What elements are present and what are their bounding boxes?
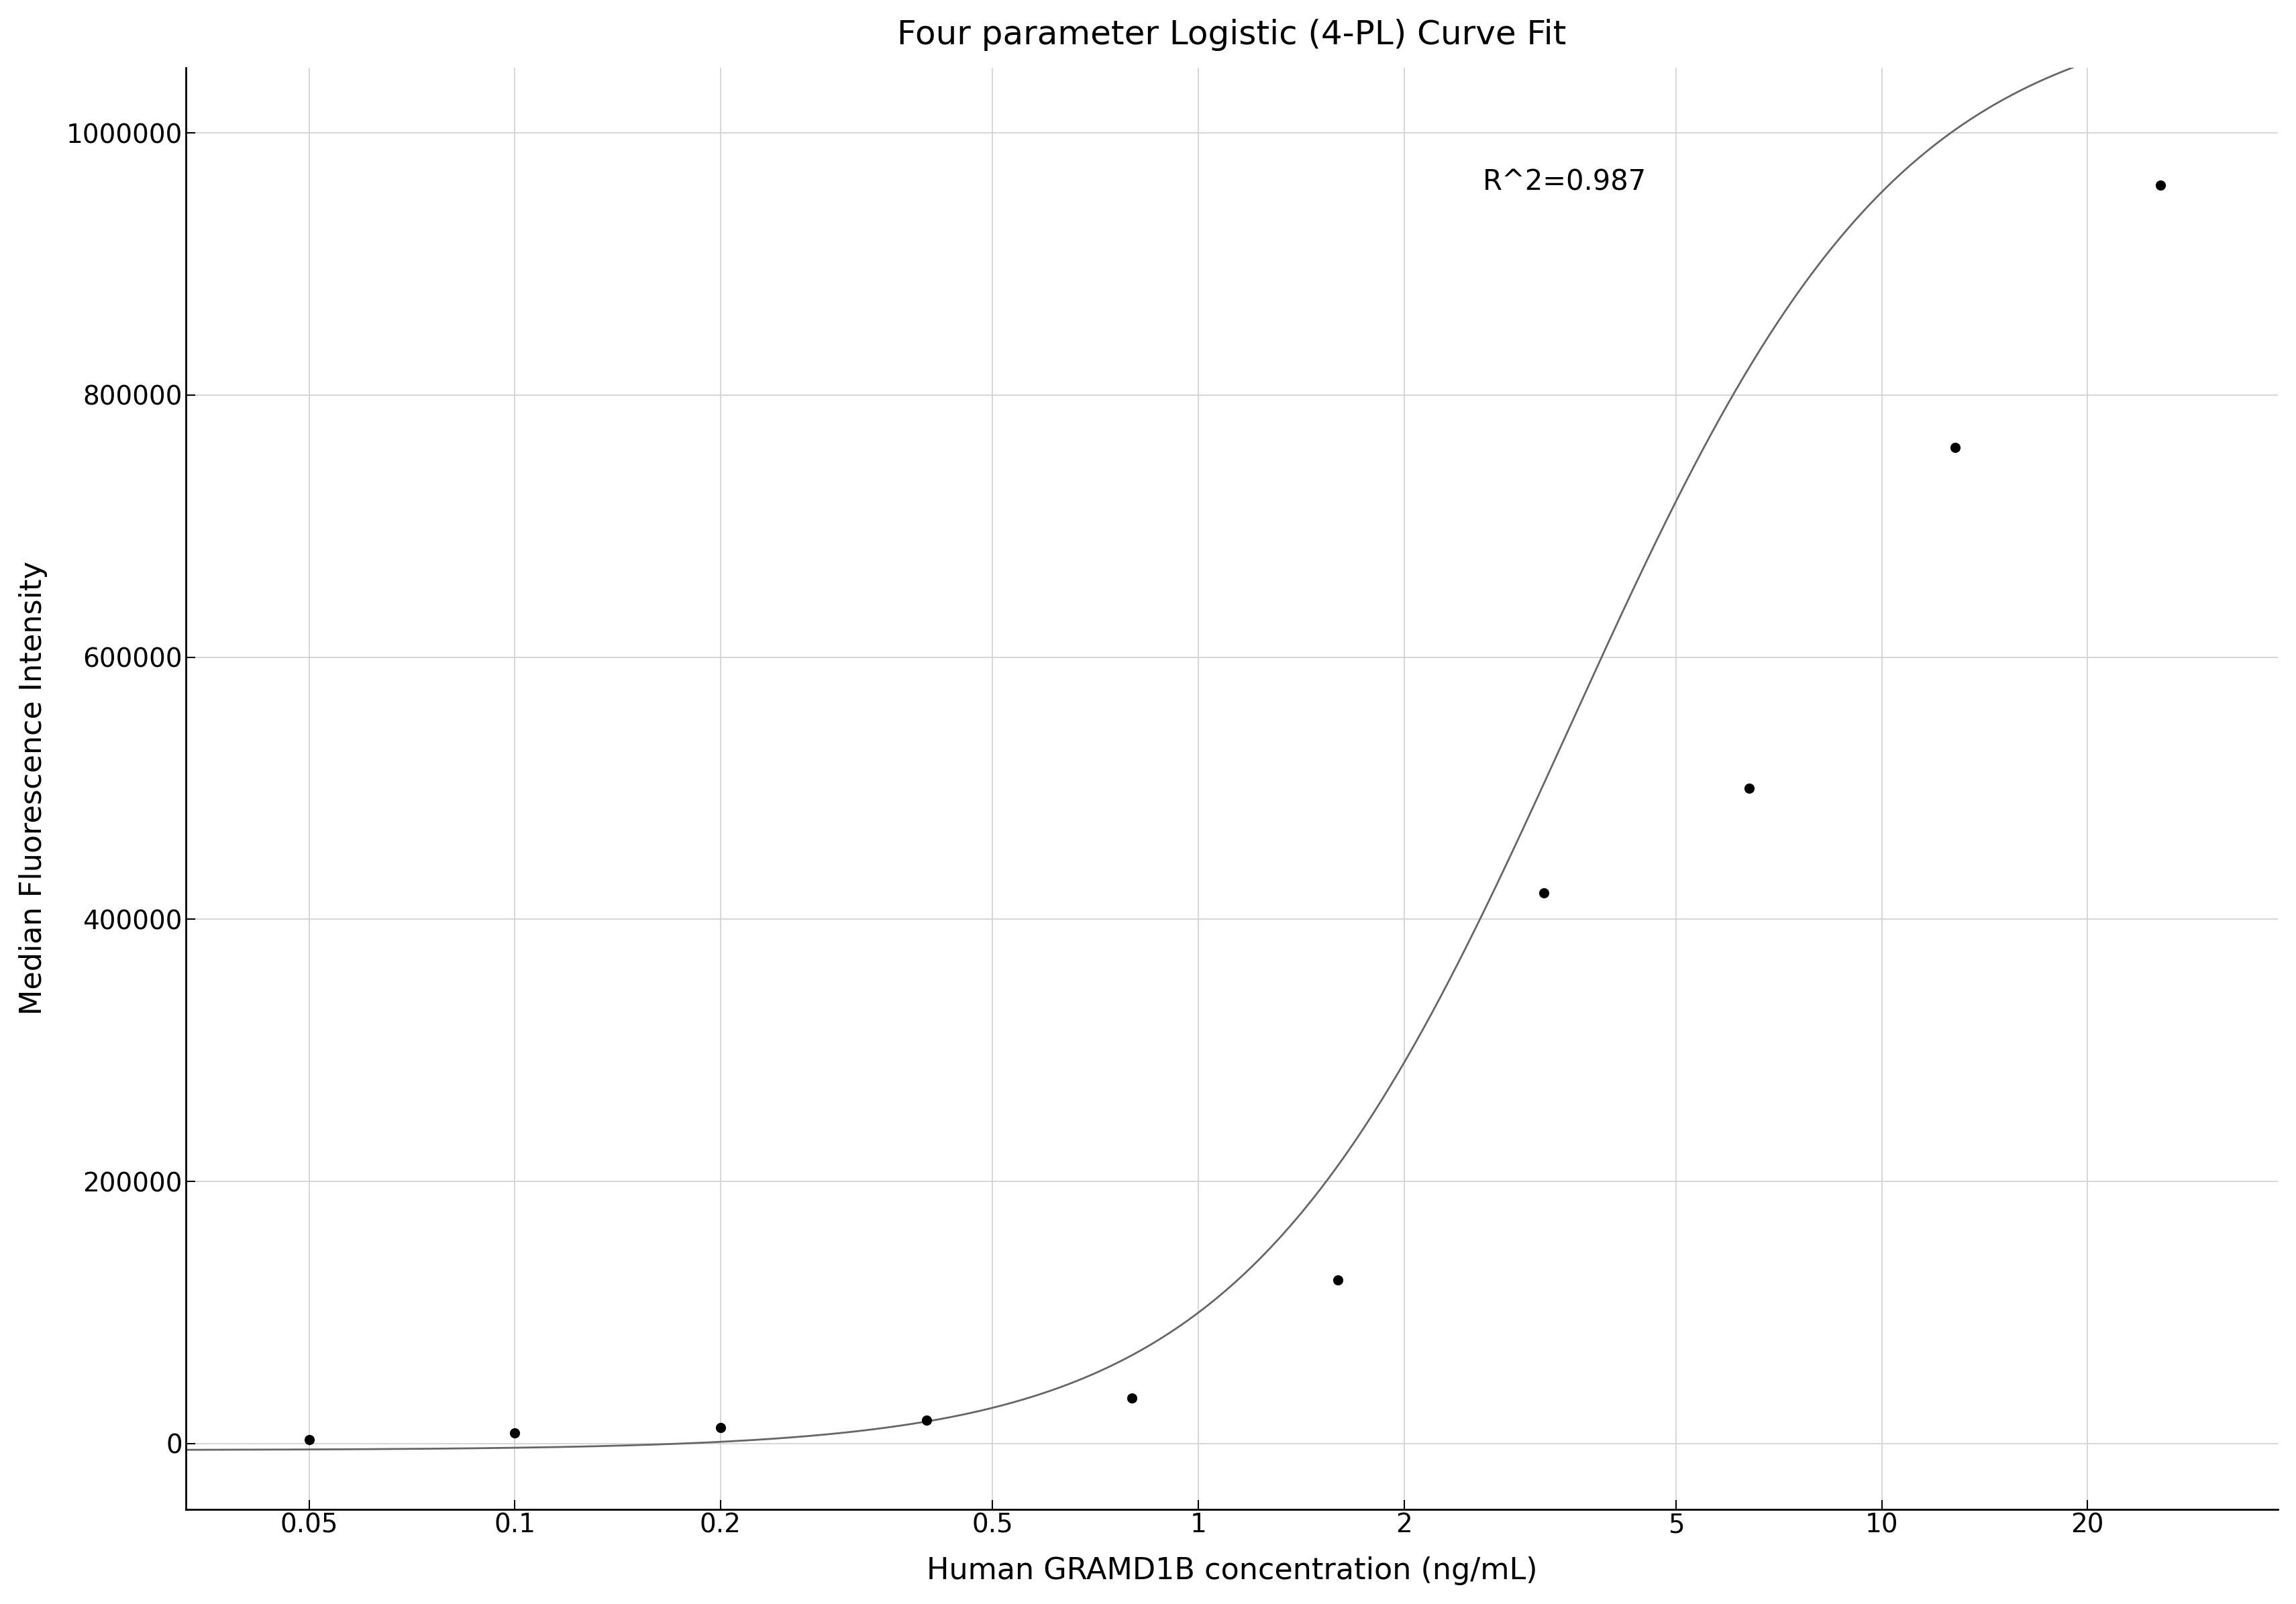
Point — [1731, 775, 1768, 800]
Y-axis label: Median Fluorescence Intensity: Median Fluorescence Intensity — [18, 561, 48, 1015]
Text: R^2=0.987: R^2=0.987 — [1483, 168, 1646, 197]
Title: Four parameter Logistic (4-PL) Curve Fit: Four parameter Logistic (4-PL) Curve Fit — [898, 19, 1566, 51]
Point — [1936, 435, 1972, 460]
Point — [2142, 173, 2179, 199]
X-axis label: Human GRAMD1B concentration (ng/mL): Human GRAMD1B concentration (ng/mL) — [925, 1556, 1536, 1585]
Point — [1525, 881, 1561, 906]
Point — [703, 1415, 739, 1440]
Point — [496, 1420, 533, 1445]
Point — [1114, 1384, 1150, 1410]
Point — [907, 1407, 944, 1432]
Point — [1318, 1267, 1355, 1293]
Point — [292, 1428, 328, 1453]
